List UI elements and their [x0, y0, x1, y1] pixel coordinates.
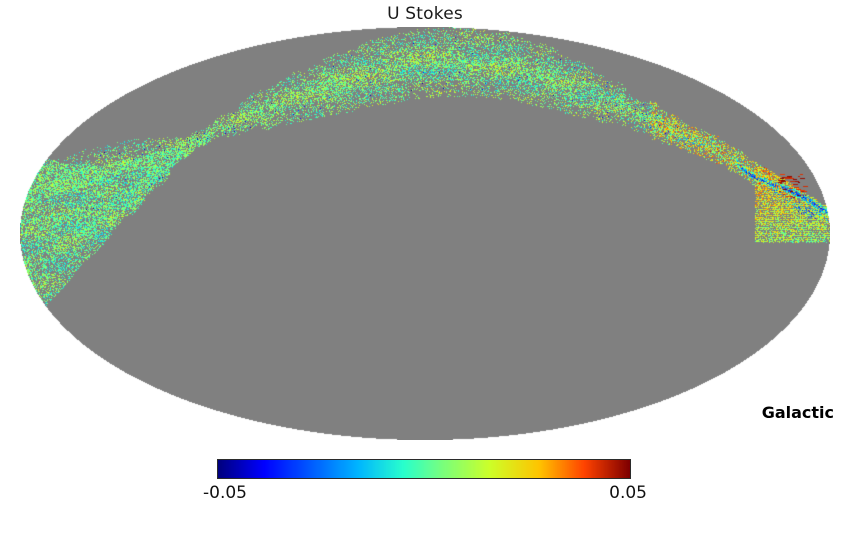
colorbar-max-tick-label: 0.05: [609, 483, 647, 503]
colorbar-min-tick-label: -0.05: [203, 483, 247, 503]
colorbar-canvas: [218, 460, 630, 478]
sky-map-canvas: [20, 27, 830, 440]
colorbar: -0.05 0.05: [203, 459, 647, 505]
coordinate-system-label: Galactic: [761, 403, 834, 422]
page-title: U Stokes: [387, 4, 463, 24]
colorbar-gradient: [217, 459, 631, 479]
mollweide-projection: [20, 27, 830, 440]
